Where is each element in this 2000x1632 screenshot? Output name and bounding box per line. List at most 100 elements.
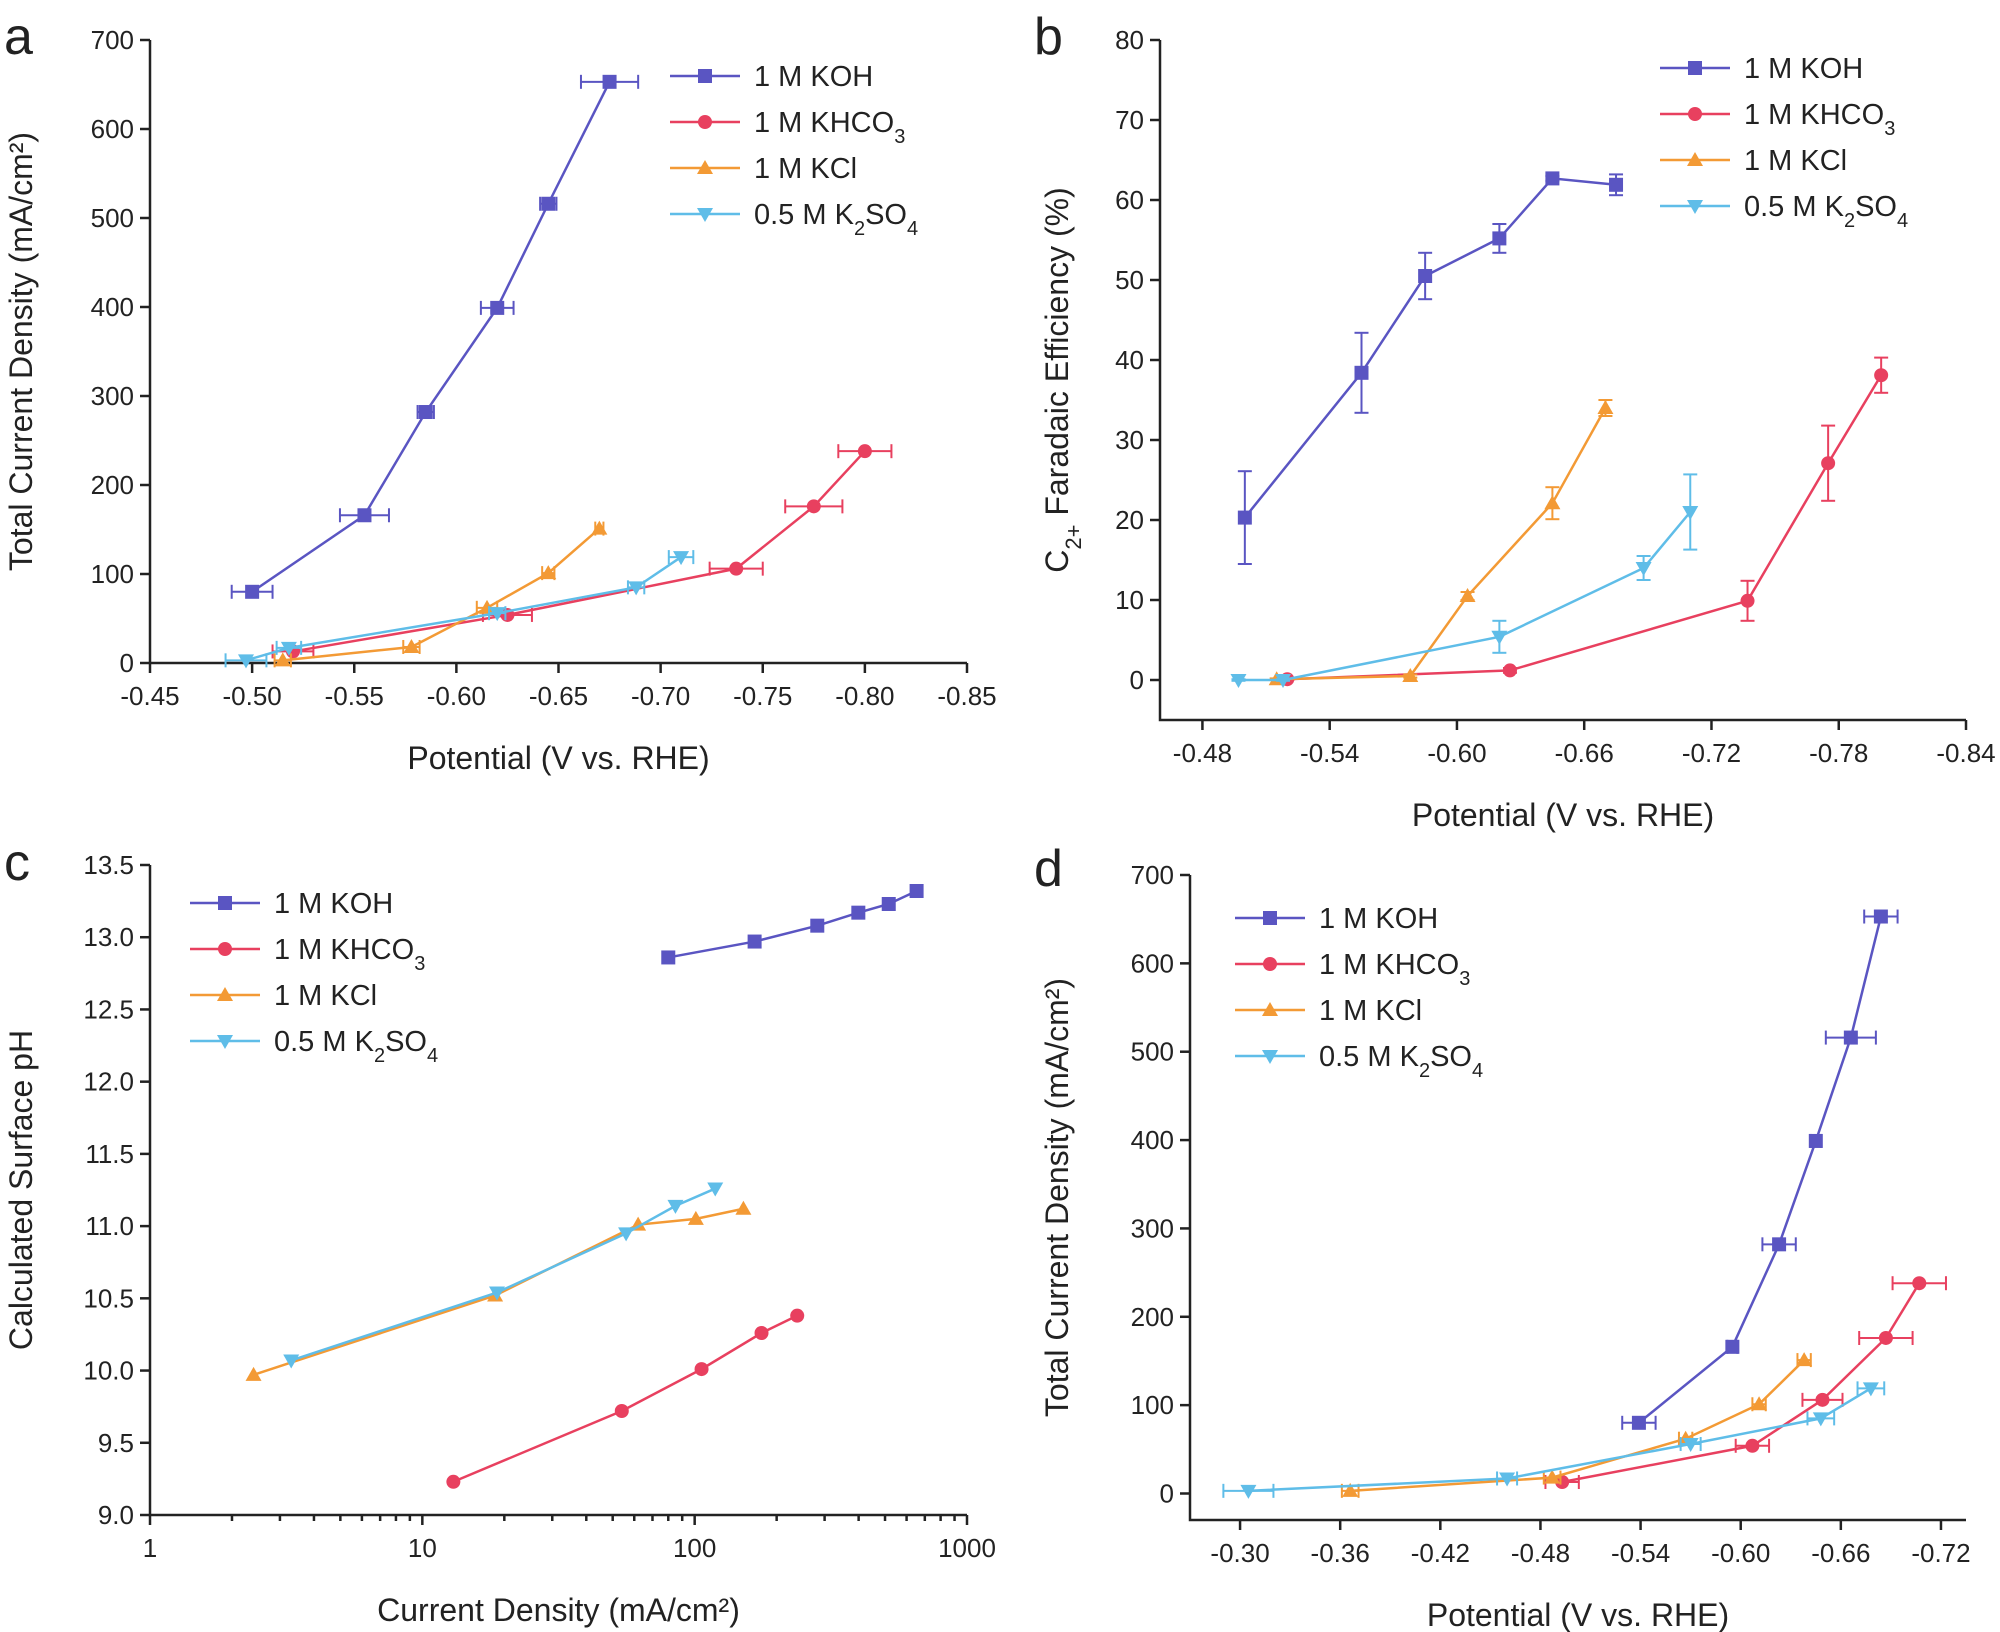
data-point-khco3 <box>754 1326 769 1340</box>
panel-label-b: b <box>1034 8 1063 66</box>
data-point-k2so4 <box>1240 1484 1257 1499</box>
legend-marker <box>697 160 713 174</box>
legend-panel-d: 1 M KOH 1 M KHCO3 1 M KCl 0.5 M K2SO4 <box>1235 903 1483 1082</box>
data-point-kcl <box>1544 1469 1561 1484</box>
data-point-khco3 <box>1874 368 1889 383</box>
x-tick-label: -0.36 <box>1311 1538 1370 1568</box>
data-point-k2so4 <box>1491 630 1508 645</box>
legend-marker <box>1262 1002 1278 1016</box>
y-tick-label: 400 <box>1131 1125 1174 1155</box>
legend-item-khco3: 1 M KHCO3 <box>1235 949 1470 990</box>
x-tick-label: -0.60 <box>1711 1538 1770 1568</box>
data-point-khco3 <box>1745 1438 1760 1453</box>
data-point-khco3 <box>614 1404 629 1418</box>
legend-item-khco3: 1 M KHCO3 <box>190 934 425 975</box>
data-point-koh <box>1873 909 1888 924</box>
y-tick-label: 700 <box>1131 860 1174 890</box>
x-tick-label: -0.65 <box>529 681 588 711</box>
data-point-koh <box>1843 1030 1858 1045</box>
x-tick-label: -0.30 <box>1210 1538 1269 1568</box>
legend-item-kcl: 1 M KCl <box>1235 995 1422 1027</box>
y-tick-label: 11.5 <box>85 1139 134 1169</box>
y-tick-label: 300 <box>91 381 134 411</box>
legend-item-khco3: 1 M KHCO3 <box>1660 99 1895 140</box>
panel-label-d: d <box>1034 840 1063 898</box>
y-tick-label: 40 <box>1115 345 1144 375</box>
x-tick-label: -0.54 <box>1300 738 1359 768</box>
data-point-kcl <box>735 1200 752 1215</box>
legend-label: 1 M KOH <box>1744 53 1863 85</box>
y-axis-label: Calculated Surface pH <box>3 1030 39 1350</box>
data-point-koh <box>909 884 924 898</box>
data-point-kcl <box>1459 588 1476 602</box>
y-tick-label: 80 <box>1115 25 1144 55</box>
data-point-k2so4 <box>667 1199 684 1214</box>
x-tick-label: 100 <box>673 1533 716 1563</box>
series-line-k2so4 <box>245 556 682 662</box>
data-point-kcl <box>1597 400 1614 414</box>
series-line-khco3 <box>452 1314 798 1483</box>
x-tick-label: -0.42 <box>1411 1538 1470 1568</box>
data-point-khco3 <box>729 561 744 576</box>
x-tick-label: -0.54 <box>1611 1538 1670 1568</box>
legend-marker <box>1688 61 1702 75</box>
legend-marker <box>698 115 712 129</box>
legend-label: 0.5 M K2SO4 <box>274 1026 438 1067</box>
data-point-kcl <box>630 1216 647 1231</box>
data-point-koh <box>1725 1339 1740 1354</box>
data-point-khco3 <box>694 1362 709 1377</box>
y-tick-label: 10.5 <box>83 1283 134 1313</box>
series-k2so4 <box>1222 1381 1886 1499</box>
legend-item-k2so4: 0.5 M K2SO4 <box>1660 191 1908 232</box>
data-point-k2so4 <box>489 607 506 622</box>
legend-label: 1 M KCl <box>274 980 377 1012</box>
data-point-koh <box>1237 510 1252 525</box>
legend-label: 1 M KCl <box>1319 995 1422 1027</box>
legend-label: 1 M KOH <box>1319 903 1438 935</box>
data-point-kcl <box>687 1210 704 1225</box>
legend-item-k2so4: 0.5 M K2SO4 <box>190 1026 438 1067</box>
x-tick-label: 1000 <box>938 1533 996 1563</box>
legend-item-k2so4: 0.5 M K2SO4 <box>1235 1041 1483 1082</box>
x-tick-label: -0.66 <box>1555 738 1614 768</box>
x-tick-label: -0.70 <box>631 681 690 711</box>
series-koh <box>661 884 924 965</box>
legend-item-kcl: 1 M KCl <box>190 980 377 1012</box>
x-tick-label: -0.85 <box>937 681 996 711</box>
legend-label: 1 M KOH <box>274 888 393 920</box>
data-point-k2so4 <box>1862 1382 1879 1397</box>
series-line-khco3 <box>1287 374 1883 681</box>
legend-marker <box>218 942 232 956</box>
y-tick-label: 30 <box>1115 425 1144 455</box>
y-tick-label: 0 <box>1130 665 1144 695</box>
y-tick-label: 0 <box>120 648 134 678</box>
legend-marker <box>1262 1050 1278 1064</box>
data-point-koh <box>418 405 433 420</box>
series-k2so4 <box>1230 473 1699 688</box>
x-axis-label: Potential (V vs. RHE) <box>1427 1597 1729 1632</box>
data-point-k2so4 <box>1682 506 1699 520</box>
data-point-kcl <box>1751 1396 1768 1411</box>
legend-marker <box>1263 911 1277 925</box>
x-tick-label: -0.60 <box>1427 738 1486 768</box>
data-point-k2so4 <box>1812 1412 1829 1427</box>
y-tick-label: 70 <box>1115 105 1144 135</box>
data-point-k2so4 <box>673 551 690 566</box>
data-point-k2so4 <box>628 581 645 596</box>
y-tick-label: 200 <box>1131 1302 1174 1332</box>
legend-item-kcl: 1 M KCl <box>1660 145 1847 177</box>
x-tick-label: -0.72 <box>1911 1538 1970 1568</box>
x-tick-label: -0.48 <box>1511 1538 1570 1568</box>
series-koh <box>1237 171 1624 565</box>
data-point-koh <box>881 897 896 911</box>
data-point-khco3 <box>1502 663 1517 678</box>
data-point-kcl <box>245 1366 262 1381</box>
y-tick-label: 11.0 <box>85 1211 134 1241</box>
legend-item-khco3: 1 M KHCO3 <box>670 107 905 148</box>
data-point-koh <box>357 508 372 523</box>
y-tick-label: 50 <box>1115 265 1144 295</box>
data-point-khco3 <box>1815 1392 1830 1407</box>
data-point-k2so4 <box>1682 1438 1699 1453</box>
data-point-kcl <box>1342 1482 1359 1497</box>
x-tick-label: 1 <box>143 1533 157 1563</box>
